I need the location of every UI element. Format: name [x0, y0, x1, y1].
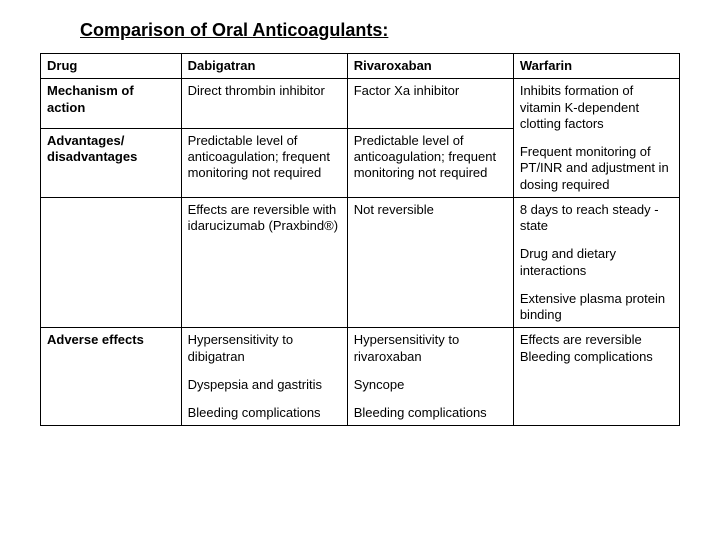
cell: Hypersensitivity to rivaroxaban Syncope …	[347, 328, 513, 426]
table-header-row: Drug Dabigatran Rivaroxaban Warfarin	[41, 54, 680, 79]
cell-text: Inhibits formation of vitamin K-dependen…	[520, 83, 673, 132]
cell: 8 days to reach steady -state Drug and d…	[513, 197, 679, 328]
table-row: Adverse effects Hypersensitivity to dibi…	[41, 328, 680, 426]
row-label-adverse: Adverse effects	[41, 328, 182, 426]
comparison-table: Drug Dabigatran Rivaroxaban Warfarin Mec…	[40, 53, 680, 426]
cell: Direct thrombin inhibitor	[181, 79, 347, 129]
cell: Predictable level of anticoagulation; fr…	[181, 128, 347, 197]
cell: Hypersensitivity to dibigatran Dyspepsia…	[181, 328, 347, 426]
cell: Inhibits formation of vitamin K-dependen…	[513, 79, 679, 198]
header-rivaroxaban: Rivaroxaban	[347, 54, 513, 79]
cell: Effects are reversible with idarucizumab…	[181, 197, 347, 328]
cell-text: Hypersensitivity to rivaroxaban	[354, 332, 507, 365]
cell: Predictable level of anticoagulation; fr…	[347, 128, 513, 197]
cell: Effects are reversible Bleeding complica…	[513, 328, 679, 426]
cell-text: Drug and dietary interactions	[520, 246, 673, 279]
table-row: Mechanism of action Direct thrombin inhi…	[41, 79, 680, 129]
cell-text: Dyspepsia and gastritis	[188, 377, 341, 393]
row-label-advantages: Advantages/ disadvantages	[41, 128, 182, 197]
cell-empty	[41, 197, 182, 328]
cell-text: Extensive plasma protein binding	[520, 291, 673, 324]
cell-text: 8 days to reach steady -state	[520, 202, 673, 235]
cell-text: Bleeding complications	[354, 405, 507, 421]
header-dabigatran: Dabigatran	[181, 54, 347, 79]
page-title: Comparison of Oral Anticoagulants:	[80, 20, 680, 41]
row-label-mechanism: Mechanism of action	[41, 79, 182, 129]
table-row: Effects are reversible with idarucizumab…	[41, 197, 680, 328]
cell-text: Hypersensitivity to dibigatran	[188, 332, 341, 365]
cell-text: Syncope	[354, 377, 507, 393]
header-drug: Drug	[41, 54, 182, 79]
cell-text: Frequent monitoring of PT/INR and adjust…	[520, 144, 673, 193]
cell: Not reversible	[347, 197, 513, 328]
cell: Factor Xa inhibitor	[347, 79, 513, 129]
cell-text: Bleeding complications	[188, 405, 341, 421]
header-warfarin: Warfarin	[513, 54, 679, 79]
